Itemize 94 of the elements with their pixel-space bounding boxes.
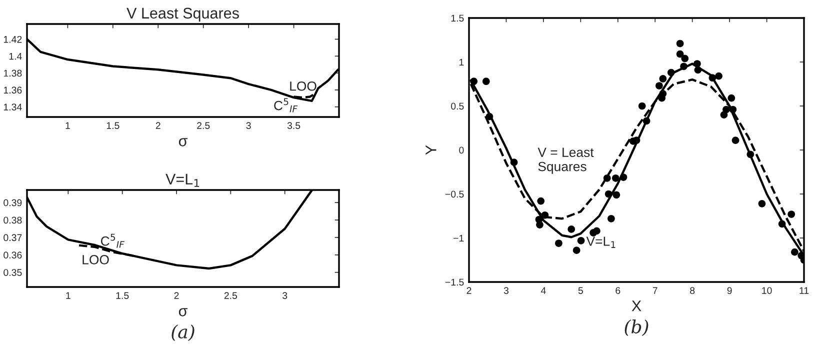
- point: [604, 190, 612, 198]
- chart-title: V Least Squares: [126, 8, 239, 22]
- point: [486, 112, 494, 120]
- x-tick-label: 2: [466, 287, 472, 294]
- x-tick-label: 11: [800, 287, 809, 294]
- y-tick-label: 1.38: [4, 70, 22, 77]
- x-tick-label: 10: [762, 287, 772, 294]
- y-axis-title: Y: [426, 145, 436, 155]
- point: [656, 82, 663, 90]
- x-tick-label: 2.5: [197, 122, 210, 129]
- point: [612, 191, 620, 199]
- point: [778, 220, 786, 228]
- point: [722, 106, 730, 114]
- point: [659, 90, 667, 98]
- y-tick-label: 1.4: [9, 52, 22, 60]
- y-tick-label: 0.5: [451, 102, 464, 110]
- x-tick-label: 3: [246, 122, 251, 129]
- point: [603, 174, 611, 182]
- chart-title: V=L$_{1}$: [166, 174, 200, 187]
- point: [746, 150, 754, 158]
- x-tick-label: 3: [282, 292, 288, 299]
- x-tick-label: 4: [540, 287, 546, 294]
- point: [555, 240, 562, 247]
- x-tick-label: 5: [578, 287, 583, 294]
- point: [620, 174, 628, 181]
- x-axis-title: X: [632, 300, 642, 312]
- point: [537, 197, 545, 205]
- annotation: C$^{5}$$_{IF}$: [100, 234, 124, 248]
- point: [681, 54, 689, 62]
- point: [510, 158, 518, 166]
- y-tick-label: 0.38: [4, 216, 22, 224]
- point: [612, 174, 620, 182]
- x-tick-label: 2: [174, 292, 179, 299]
- x-tick-label: 6: [616, 287, 620, 294]
- y-tick-label: −1: [454, 234, 464, 242]
- y-tick-label: 1.42: [4, 36, 22, 43]
- point: [632, 136, 640, 144]
- x-tick-label: 2.5: [224, 292, 238, 299]
- x-tick-label: 3.5: [287, 122, 300, 129]
- point: [728, 94, 736, 102]
- point: [791, 248, 798, 256]
- annotation: LOO: [290, 81, 316, 91]
- point: [676, 50, 684, 58]
- text: (b): [624, 320, 648, 336]
- point: [758, 200, 766, 208]
- point: [593, 227, 600, 235]
- x-tick-label: 1: [66, 122, 70, 129]
- y-tick-label: 1.5: [451, 14, 464, 22]
- point: [642, 117, 650, 125]
- point: [482, 78, 490, 86]
- y-tick-label: 0.36: [4, 252, 22, 259]
- point: [638, 102, 646, 110]
- x-tick-label: 9: [727, 287, 732, 294]
- annotation: V = Least Squares: [538, 148, 594, 174]
- y-tick-label: 0.37: [4, 234, 22, 242]
- annotation: C$^{5}$$_{IF}$: [274, 98, 298, 112]
- point: [694, 66, 702, 74]
- point: [541, 211, 549, 219]
- y-tick-label: 0.39: [4, 199, 22, 206]
- point: [667, 68, 675, 76]
- point: [694, 60, 701, 68]
- text: (a): [172, 324, 194, 342]
- point: [568, 226, 576, 233]
- x-tick-label: 7: [652, 287, 658, 294]
- y-tick-label: 0.35: [4, 269, 22, 276]
- point: [572, 246, 580, 254]
- point: [680, 62, 688, 70]
- annotation: LOO: [82, 255, 109, 264]
- y-tick-label: 1: [459, 58, 464, 66]
- point: [788, 210, 796, 218]
- point: [470, 78, 478, 86]
- y-tick-label: 0: [459, 146, 464, 154]
- point: [608, 214, 615, 222]
- x-tick-label: 8: [690, 287, 695, 294]
- x-tick-label: 3: [504, 287, 508, 294]
- point: [732, 136, 740, 144]
- point: [577, 236, 585, 244]
- point: [708, 74, 716, 82]
- x-axis-title: σ: [178, 138, 188, 146]
- x-axis-title: σ: [178, 308, 188, 316]
- x-tick-label: 1.5: [106, 122, 120, 129]
- x-tick-label: 2: [156, 122, 160, 129]
- y-tick-label: 1.34: [4, 104, 22, 110]
- y-tick-label: −0.5: [445, 190, 464, 198]
- point: [715, 72, 722, 80]
- annotation: V=L$_{1}$: [586, 236, 616, 248]
- point: [659, 75, 667, 82]
- point: [536, 221, 544, 228]
- y-tick-label: 1.36: [4, 86, 22, 94]
- x-tick-label: 1: [66, 292, 70, 299]
- x-tick-label: 1.5: [116, 292, 129, 299]
- point: [676, 40, 684, 48]
- y-tick-label: −1.5: [445, 278, 464, 286]
- point: [729, 106, 737, 114]
